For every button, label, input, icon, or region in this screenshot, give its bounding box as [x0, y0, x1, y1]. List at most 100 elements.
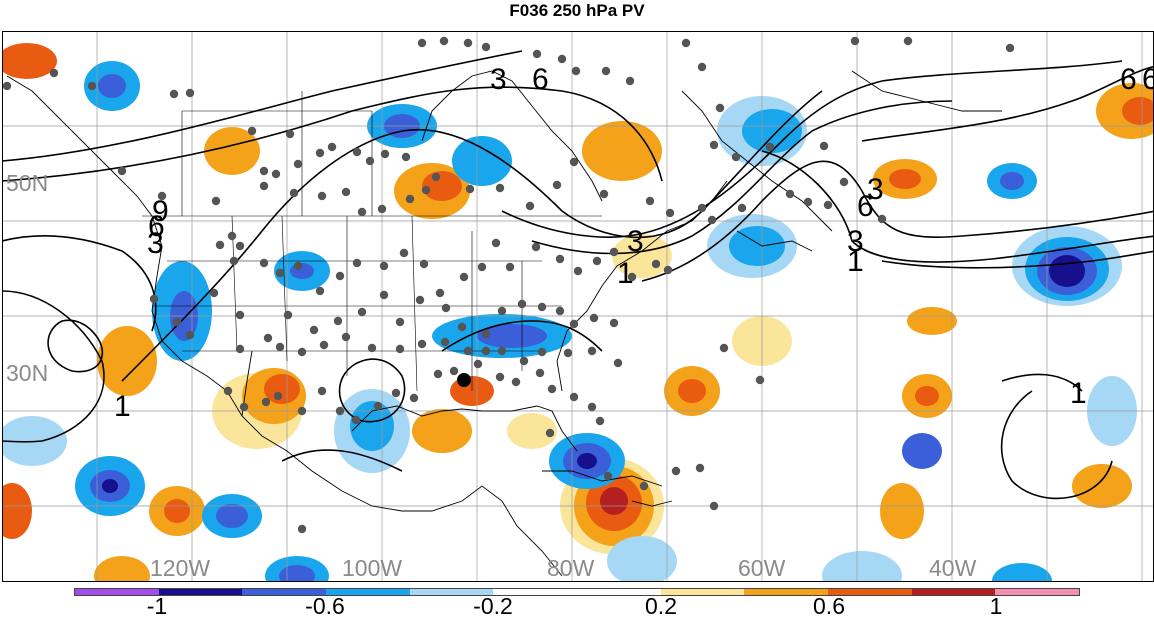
station-marker [609, 247, 619, 257]
station-marker [557, 54, 567, 64]
station-marker [275, 268, 285, 278]
station-marker [352, 258, 362, 268]
contour-label: 3 [490, 63, 507, 96]
station-marker [819, 141, 829, 151]
station-marker [473, 359, 483, 369]
station-marker [697, 62, 707, 72]
colorbar-labels: -1 -0.6 -0.2 0.2 0.6 1 [74, 594, 1080, 619]
colorbar-segment [75, 589, 159, 595]
station-marker [157, 191, 167, 201]
station-marker [663, 265, 673, 275]
station-marker [481, 346, 491, 356]
contour-label: 6 [532, 63, 549, 96]
lon-label-120w: 120W [150, 555, 210, 581]
station-marker [609, 318, 619, 328]
colorbar-segment [242, 589, 327, 595]
station-marker [695, 463, 705, 473]
station-marker [149, 294, 159, 304]
station-marker [319, 340, 329, 350]
station-marker [211, 196, 221, 206]
station-marker [415, 295, 425, 305]
station-marker [573, 266, 583, 276]
station-marker [351, 415, 361, 425]
colorbar-segment [995, 589, 1080, 595]
station-marker [431, 172, 441, 182]
colorbar-segment [660, 589, 745, 595]
station-marker [785, 189, 795, 199]
station-marker [297, 347, 307, 357]
station-marker [309, 325, 319, 335]
station-marker [439, 36, 449, 46]
station-marker [235, 241, 245, 251]
station-marker [367, 343, 377, 353]
station-marker [315, 286, 325, 296]
station-marker [335, 406, 345, 416]
station-marker [495, 183, 505, 193]
station-marker [839, 177, 849, 187]
station-marker [592, 256, 602, 266]
station-marker [357, 207, 367, 217]
station-marker [1005, 43, 1015, 53]
station-marker [517, 299, 527, 309]
colorbar-label: 0.6 [813, 593, 845, 619]
station-marker [531, 242, 541, 252]
station-marker [377, 204, 387, 214]
colorbar-segment [744, 589, 829, 595]
station-marker [87, 81, 97, 91]
station-marker [715, 103, 725, 113]
station-marker [247, 126, 257, 136]
lat-label-30n: 30N [6, 360, 48, 386]
station-marker [625, 76, 635, 86]
contour-label: 3 [867, 173, 884, 206]
station-marker [352, 147, 362, 157]
contour-label: 1 [1070, 377, 1087, 410]
highlighted-station [457, 373, 471, 387]
pv-map: 3 6 3 6 9 3 1 3 6 1 3 6 6 1 1 50N 30N 12… [2, 31, 1154, 582]
station-marker [172, 317, 182, 327]
station-marker [2, 81, 12, 91]
station-marker [535, 368, 545, 378]
station-marker [537, 302, 547, 312]
lon-label-80w: 80W [547, 555, 595, 581]
station-marker [421, 185, 431, 195]
colorbar-label: 1 [989, 593, 1003, 619]
station-marker [273, 391, 283, 401]
station-marker [259, 166, 269, 176]
station-marker [569, 392, 579, 402]
station-marker [681, 38, 691, 48]
station-marker [293, 261, 303, 271]
station-marker [341, 332, 351, 342]
station-marker [283, 310, 293, 320]
station-marker [419, 259, 429, 269]
station-marker [477, 262, 487, 272]
station-marker [379, 290, 389, 300]
station-marker [707, 215, 717, 225]
station-marker [169, 89, 179, 99]
contour-label: 1 [847, 245, 864, 278]
station-marker [569, 319, 579, 329]
colorbar-label: 0.2 [645, 593, 677, 619]
contour-label: 3 [147, 227, 164, 260]
station-marker [395, 344, 405, 354]
lon-label-100w: 100W [342, 555, 402, 581]
station-marker [850, 36, 860, 46]
station-marker [379, 261, 389, 271]
station-marker [547, 384, 557, 394]
station-marker [537, 347, 547, 357]
station-marker [49, 68, 59, 78]
station-marker [365, 156, 375, 166]
station-marker [595, 416, 605, 426]
station-marker [185, 330, 195, 340]
station-marker [263, 333, 273, 343]
station-marker [645, 196, 655, 206]
station-marker [293, 159, 303, 169]
station-marker [435, 288, 445, 298]
station-marker [117, 166, 127, 176]
axis-labels: 50N 30N 120W 100W 80W 60W 40W [6, 170, 977, 581]
station-marker [571, 66, 581, 76]
station-marker [463, 346, 473, 356]
station-marker [569, 157, 579, 167]
station-marker [627, 272, 637, 282]
contour-label: 9 [152, 195, 169, 228]
station-marker [380, 149, 390, 159]
